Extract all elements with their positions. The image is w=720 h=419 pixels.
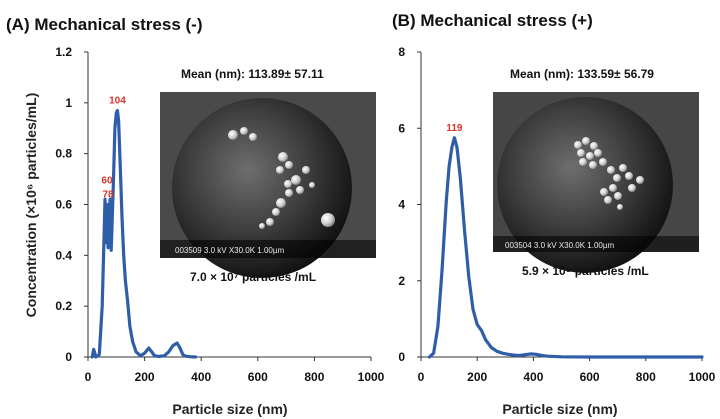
y-tick-label: 6 bbox=[398, 121, 405, 135]
sem-microsphere bbox=[172, 98, 352, 278]
x-tick-label: 200 bbox=[135, 370, 155, 384]
y-tick-label: 8 bbox=[398, 45, 405, 59]
sem-vesicle-cluster bbox=[574, 137, 644, 210]
sem-microsphere bbox=[497, 97, 673, 273]
peak-label: 104 bbox=[109, 95, 126, 106]
x-tick-label: 1000 bbox=[689, 370, 716, 384]
y-tick-label: 0.6 bbox=[55, 198, 72, 212]
sem-info-text: 003504 3.0 kV X30.0K 1.00µm bbox=[505, 241, 614, 250]
y-tick-label: 1.2 bbox=[55, 45, 72, 59]
x-tick-label: 600 bbox=[248, 370, 268, 384]
panel-b-mean-text: Mean (nm): 133.59± 56.79 bbox=[510, 67, 654, 81]
y-tick-label: 0.4 bbox=[55, 248, 72, 262]
panel-b-title: (B) Mechanical stress (+) bbox=[392, 11, 593, 30]
panel-b-axes: 0 2 4 6 8 0 200 400 600 800 1000 119 bbox=[398, 45, 715, 384]
peak-label: 60 bbox=[101, 175, 113, 186]
panel-a-sem-image: 003509 3.0 kV X30.0K 1.00µm bbox=[160, 92, 376, 278]
peak-label: 119 bbox=[446, 123, 463, 134]
y-tick-label: 1 bbox=[65, 96, 72, 110]
sem-info-bar bbox=[493, 236, 699, 252]
series-line bbox=[427, 136, 704, 359]
panel-a: (A) Mechanical stress (-) 003509 3.0 kV … bbox=[6, 15, 385, 417]
panel-b-count-text: 5.9 × 10⁸ particles /mL bbox=[522, 264, 649, 278]
x-tick-label: 200 bbox=[467, 370, 487, 384]
y-axis-label: Concentration (×10⁶ particles/mL) bbox=[23, 93, 39, 318]
x-tick-label: 600 bbox=[580, 370, 600, 384]
sem-info-bar bbox=[160, 240, 376, 258]
y-tick-label: 0.2 bbox=[55, 299, 72, 313]
panel-b: (B) Mechanical stress (+) 003504 3.0 kV … bbox=[392, 11, 716, 417]
panel-b-sem-image: 003504 3.0 kV X30.0K 1.00µm bbox=[493, 92, 699, 273]
series-line bbox=[90, 108, 198, 359]
sem-vesicle-cluster bbox=[228, 127, 335, 229]
panel-b-x-axis-label: Particle size (nm) bbox=[502, 401, 617, 417]
panel-a-axes: 0 0.2 0.4 0.6 0.8 1 1.2 0 200 400 600 800 1000 104 60 7… bbox=[55, 45, 384, 384]
x-tick-label: 400 bbox=[523, 370, 543, 384]
y-tick-label: 2 bbox=[398, 274, 405, 288]
panel-a-title: (A) Mechanical stress (-) bbox=[6, 15, 203, 34]
x-tick-label: 800 bbox=[304, 370, 324, 384]
x-tick-label: 1000 bbox=[358, 370, 385, 384]
panel-a-mean-text: Mean (nm): 113.89± 57.11 bbox=[181, 67, 324, 81]
x-tick-label: 0 bbox=[418, 370, 425, 384]
y-tick-label: 0.8 bbox=[55, 147, 72, 161]
y-tick-label: 4 bbox=[398, 198, 405, 212]
panel-a-x-axis-label: Particle size (nm) bbox=[172, 401, 287, 417]
x-tick-label: 800 bbox=[636, 370, 656, 384]
peak-label: 78 bbox=[103, 189, 115, 200]
x-tick-label: 0 bbox=[85, 370, 92, 384]
x-tick-label: 400 bbox=[191, 370, 211, 384]
y-tick-label: 0 bbox=[398, 350, 405, 364]
y-tick-label: 0 bbox=[65, 350, 72, 364]
panel-a-count-text: 7.0 × 10⁷ particles /mL bbox=[190, 270, 316, 284]
sem-info-text: 003509 3.0 kV X30.0K 1.00µm bbox=[175, 246, 284, 255]
